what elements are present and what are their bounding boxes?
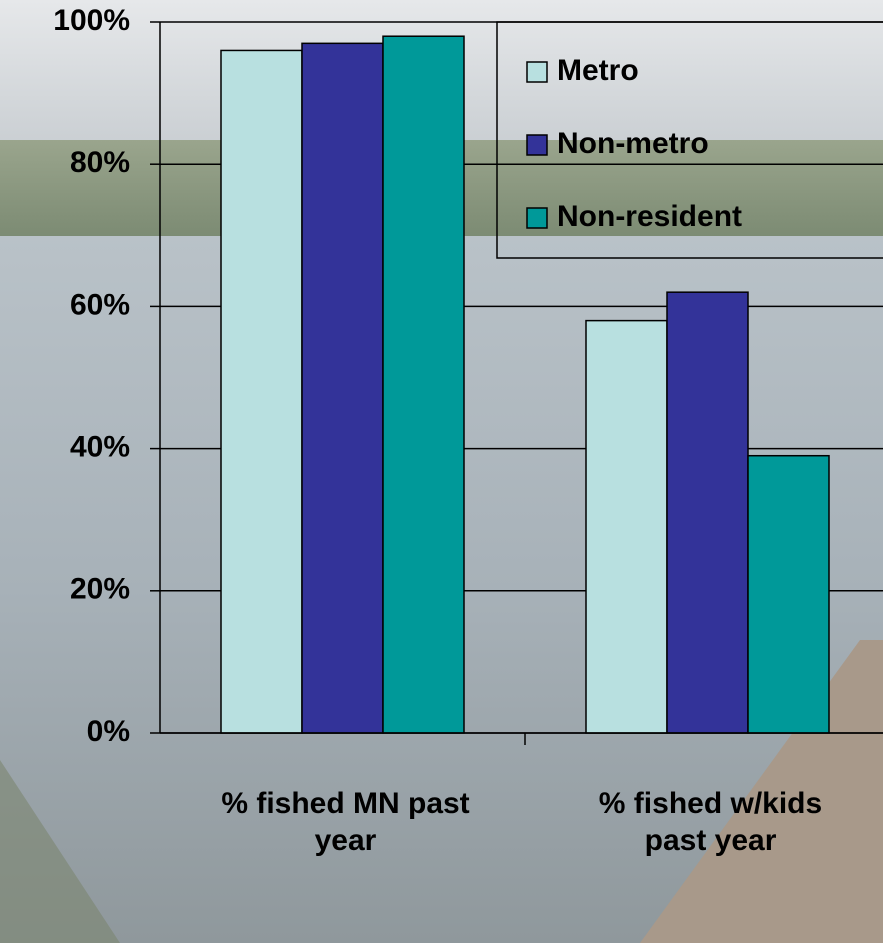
bar bbox=[585, 319, 668, 734]
bar bbox=[382, 35, 465, 734]
y-tick-label: 40% bbox=[70, 431, 130, 464]
legend-label: Non-resident bbox=[557, 200, 742, 233]
x-tick-label: % fished MN past year bbox=[221, 787, 470, 857]
y-tick-label: 80% bbox=[70, 146, 130, 179]
legend-swatch bbox=[526, 134, 548, 156]
legend-swatch bbox=[526, 207, 548, 229]
legend-label: Non-metro bbox=[557, 127, 709, 160]
legend-swatch bbox=[526, 61, 548, 83]
background-grass bbox=[0, 760, 120, 943]
y-tick-label: 20% bbox=[70, 573, 130, 606]
y-tick-label: 100% bbox=[53, 4, 130, 37]
x-tick-label: % fished w/kids past year bbox=[598, 787, 823, 857]
bar bbox=[220, 49, 303, 734]
bar bbox=[747, 454, 830, 734]
bar bbox=[301, 42, 384, 734]
y-tick-label: 60% bbox=[70, 288, 130, 321]
y-tick-label: 0% bbox=[87, 715, 130, 748]
bar bbox=[666, 291, 749, 734]
legend-label: Metro bbox=[557, 54, 639, 87]
